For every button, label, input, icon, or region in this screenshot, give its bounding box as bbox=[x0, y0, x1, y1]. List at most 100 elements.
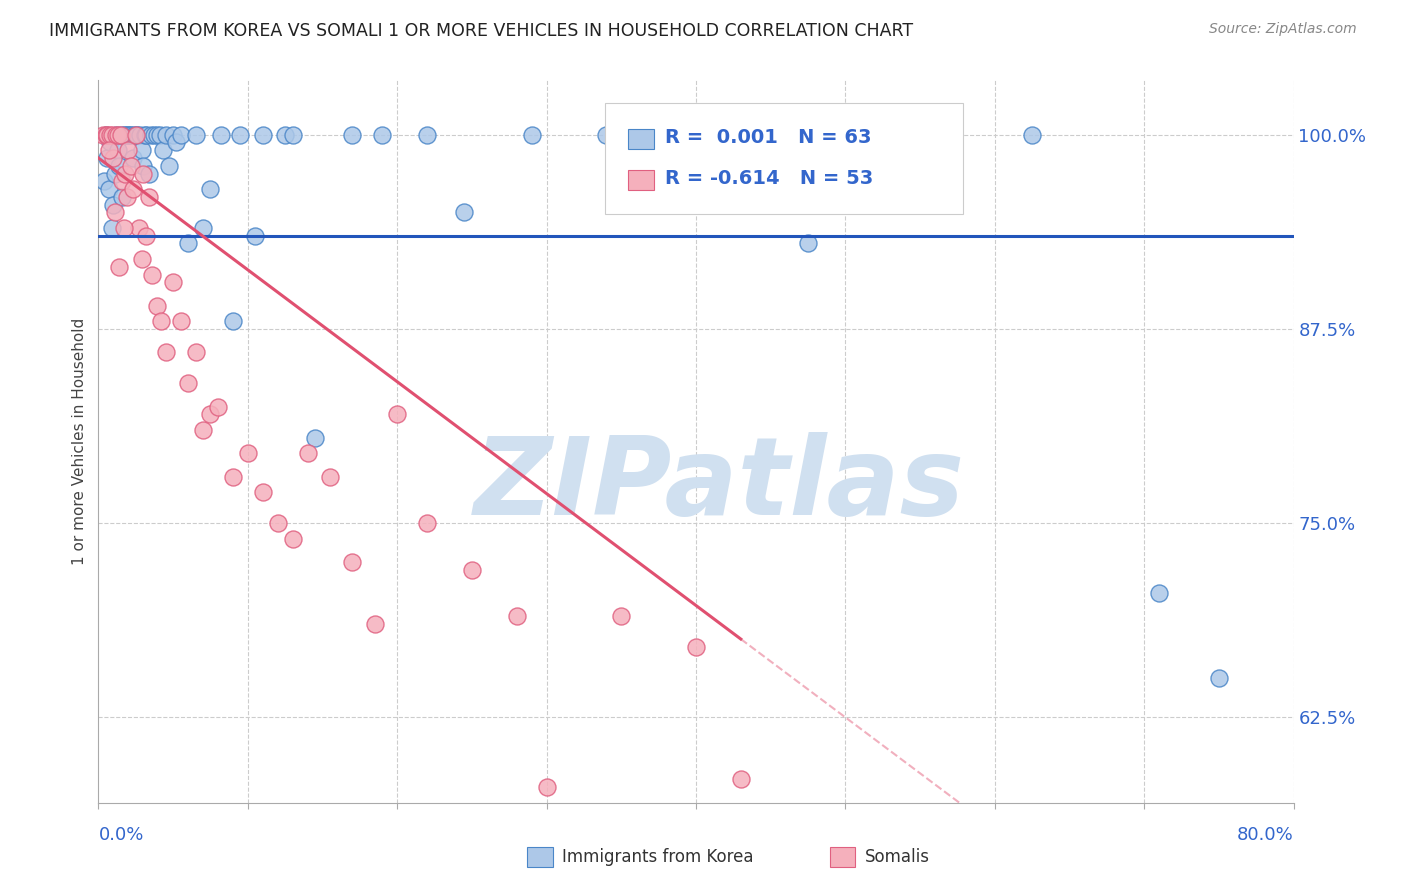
Point bbox=[107, 128, 129, 142]
Point bbox=[319, 469, 342, 483]
Point bbox=[104, 205, 127, 219]
Point bbox=[461, 563, 484, 577]
Point bbox=[135, 128, 157, 142]
Point bbox=[105, 128, 128, 142]
Point bbox=[520, 128, 543, 142]
Point bbox=[281, 532, 304, 546]
Text: R = -0.614   N = 53: R = -0.614 N = 53 bbox=[665, 169, 873, 188]
Point bbox=[105, 128, 128, 142]
Point bbox=[385, 408, 409, 422]
Point bbox=[209, 128, 232, 142]
Point bbox=[91, 128, 114, 142]
Point bbox=[103, 197, 125, 211]
Point bbox=[453, 205, 475, 219]
Point bbox=[98, 128, 122, 142]
Point bbox=[98, 136, 122, 150]
Point bbox=[152, 143, 174, 157]
Point bbox=[184, 128, 207, 142]
Point bbox=[304, 431, 326, 445]
Point bbox=[131, 252, 153, 266]
Point bbox=[200, 408, 222, 422]
Point bbox=[125, 128, 148, 142]
Point bbox=[506, 609, 529, 624]
Point bbox=[141, 268, 163, 282]
Point bbox=[132, 167, 155, 181]
Text: ZIPatlas: ZIPatlas bbox=[474, 432, 966, 538]
Point bbox=[342, 555, 364, 569]
Point bbox=[252, 485, 274, 500]
Point bbox=[114, 167, 136, 181]
Point bbox=[274, 128, 297, 142]
Point bbox=[191, 220, 214, 235]
Point bbox=[149, 128, 172, 142]
Point bbox=[1021, 128, 1043, 142]
Point bbox=[142, 128, 165, 142]
Point bbox=[150, 314, 173, 328]
Point bbox=[797, 236, 820, 251]
Text: Source: ZipAtlas.com: Source: ZipAtlas.com bbox=[1209, 22, 1357, 37]
Point bbox=[177, 236, 200, 251]
Point bbox=[101, 220, 124, 235]
Point bbox=[685, 640, 707, 655]
Point bbox=[155, 128, 177, 142]
Point bbox=[364, 617, 387, 632]
Point bbox=[229, 128, 252, 142]
Point bbox=[245, 228, 267, 243]
Point bbox=[94, 128, 117, 142]
Point bbox=[96, 151, 118, 165]
Point bbox=[129, 128, 152, 142]
Point bbox=[145, 128, 167, 142]
Point bbox=[103, 151, 125, 165]
Point bbox=[1208, 672, 1230, 686]
Point bbox=[117, 143, 139, 157]
Point bbox=[200, 182, 222, 196]
Point bbox=[297, 446, 319, 460]
Text: R =  0.001   N = 63: R = 0.001 N = 63 bbox=[665, 128, 872, 147]
Point bbox=[124, 128, 146, 142]
Point bbox=[120, 128, 142, 142]
Point bbox=[207, 400, 229, 414]
Point bbox=[169, 128, 191, 142]
Y-axis label: 1 or more Vehicles in Household: 1 or more Vehicles in Household bbox=[72, 318, 87, 566]
Point bbox=[191, 423, 214, 437]
Point bbox=[112, 128, 135, 142]
Point bbox=[184, 345, 207, 359]
Point bbox=[595, 128, 617, 142]
Point bbox=[108, 159, 131, 173]
Point bbox=[162, 128, 184, 142]
Point bbox=[93, 174, 115, 188]
Point bbox=[110, 128, 132, 142]
Point bbox=[121, 151, 143, 165]
Point bbox=[94, 128, 117, 142]
Point bbox=[135, 228, 157, 243]
Text: Somalis: Somalis bbox=[865, 848, 929, 866]
Point bbox=[121, 182, 143, 196]
Point bbox=[281, 128, 304, 142]
Point bbox=[131, 143, 153, 157]
Point bbox=[111, 174, 134, 188]
Point bbox=[112, 220, 135, 235]
Point bbox=[252, 128, 274, 142]
Point bbox=[114, 128, 136, 142]
Point bbox=[145, 299, 167, 313]
Point bbox=[267, 516, 290, 530]
Point bbox=[416, 128, 439, 142]
Point bbox=[169, 314, 191, 328]
Point bbox=[139, 128, 162, 142]
Text: 0.0%: 0.0% bbox=[98, 826, 143, 844]
Point bbox=[107, 143, 129, 157]
Point bbox=[222, 314, 245, 328]
Point bbox=[222, 469, 245, 483]
Point bbox=[371, 128, 394, 142]
Point bbox=[165, 136, 187, 150]
Point bbox=[115, 190, 138, 204]
Point bbox=[536, 780, 558, 795]
Point bbox=[162, 275, 184, 289]
Point bbox=[236, 446, 259, 460]
Point bbox=[138, 190, 160, 204]
Point bbox=[115, 128, 138, 142]
Text: Immigrants from Korea: Immigrants from Korea bbox=[562, 848, 754, 866]
Point bbox=[1147, 586, 1170, 600]
Point bbox=[104, 167, 127, 181]
Point bbox=[125, 128, 148, 142]
